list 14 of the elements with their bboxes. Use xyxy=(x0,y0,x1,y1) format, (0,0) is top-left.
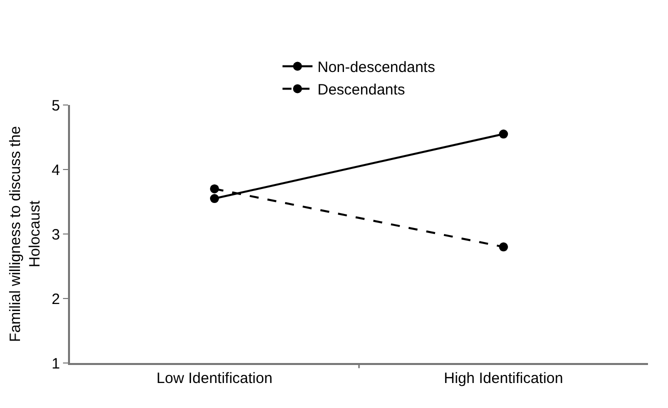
point xyxy=(499,130,508,139)
x-tick-label: High Identification xyxy=(444,370,564,387)
y-tick-label: 4 xyxy=(52,162,60,179)
y-tick-label: 3 xyxy=(52,226,60,244)
y-tick-label: 2 xyxy=(52,290,60,308)
point xyxy=(499,242,508,252)
legend-label: Non-descendants xyxy=(318,59,436,76)
y-axis-title: Familial willigness to discuss the Holocaust xyxy=(6,126,44,342)
point xyxy=(210,184,219,194)
x-tick-label: Low Identification xyxy=(156,370,272,387)
y-tick-label: 5 xyxy=(52,97,60,114)
point xyxy=(210,194,219,204)
legend-label: Descendants xyxy=(318,82,406,99)
y-tick-label: 1 xyxy=(52,355,60,372)
